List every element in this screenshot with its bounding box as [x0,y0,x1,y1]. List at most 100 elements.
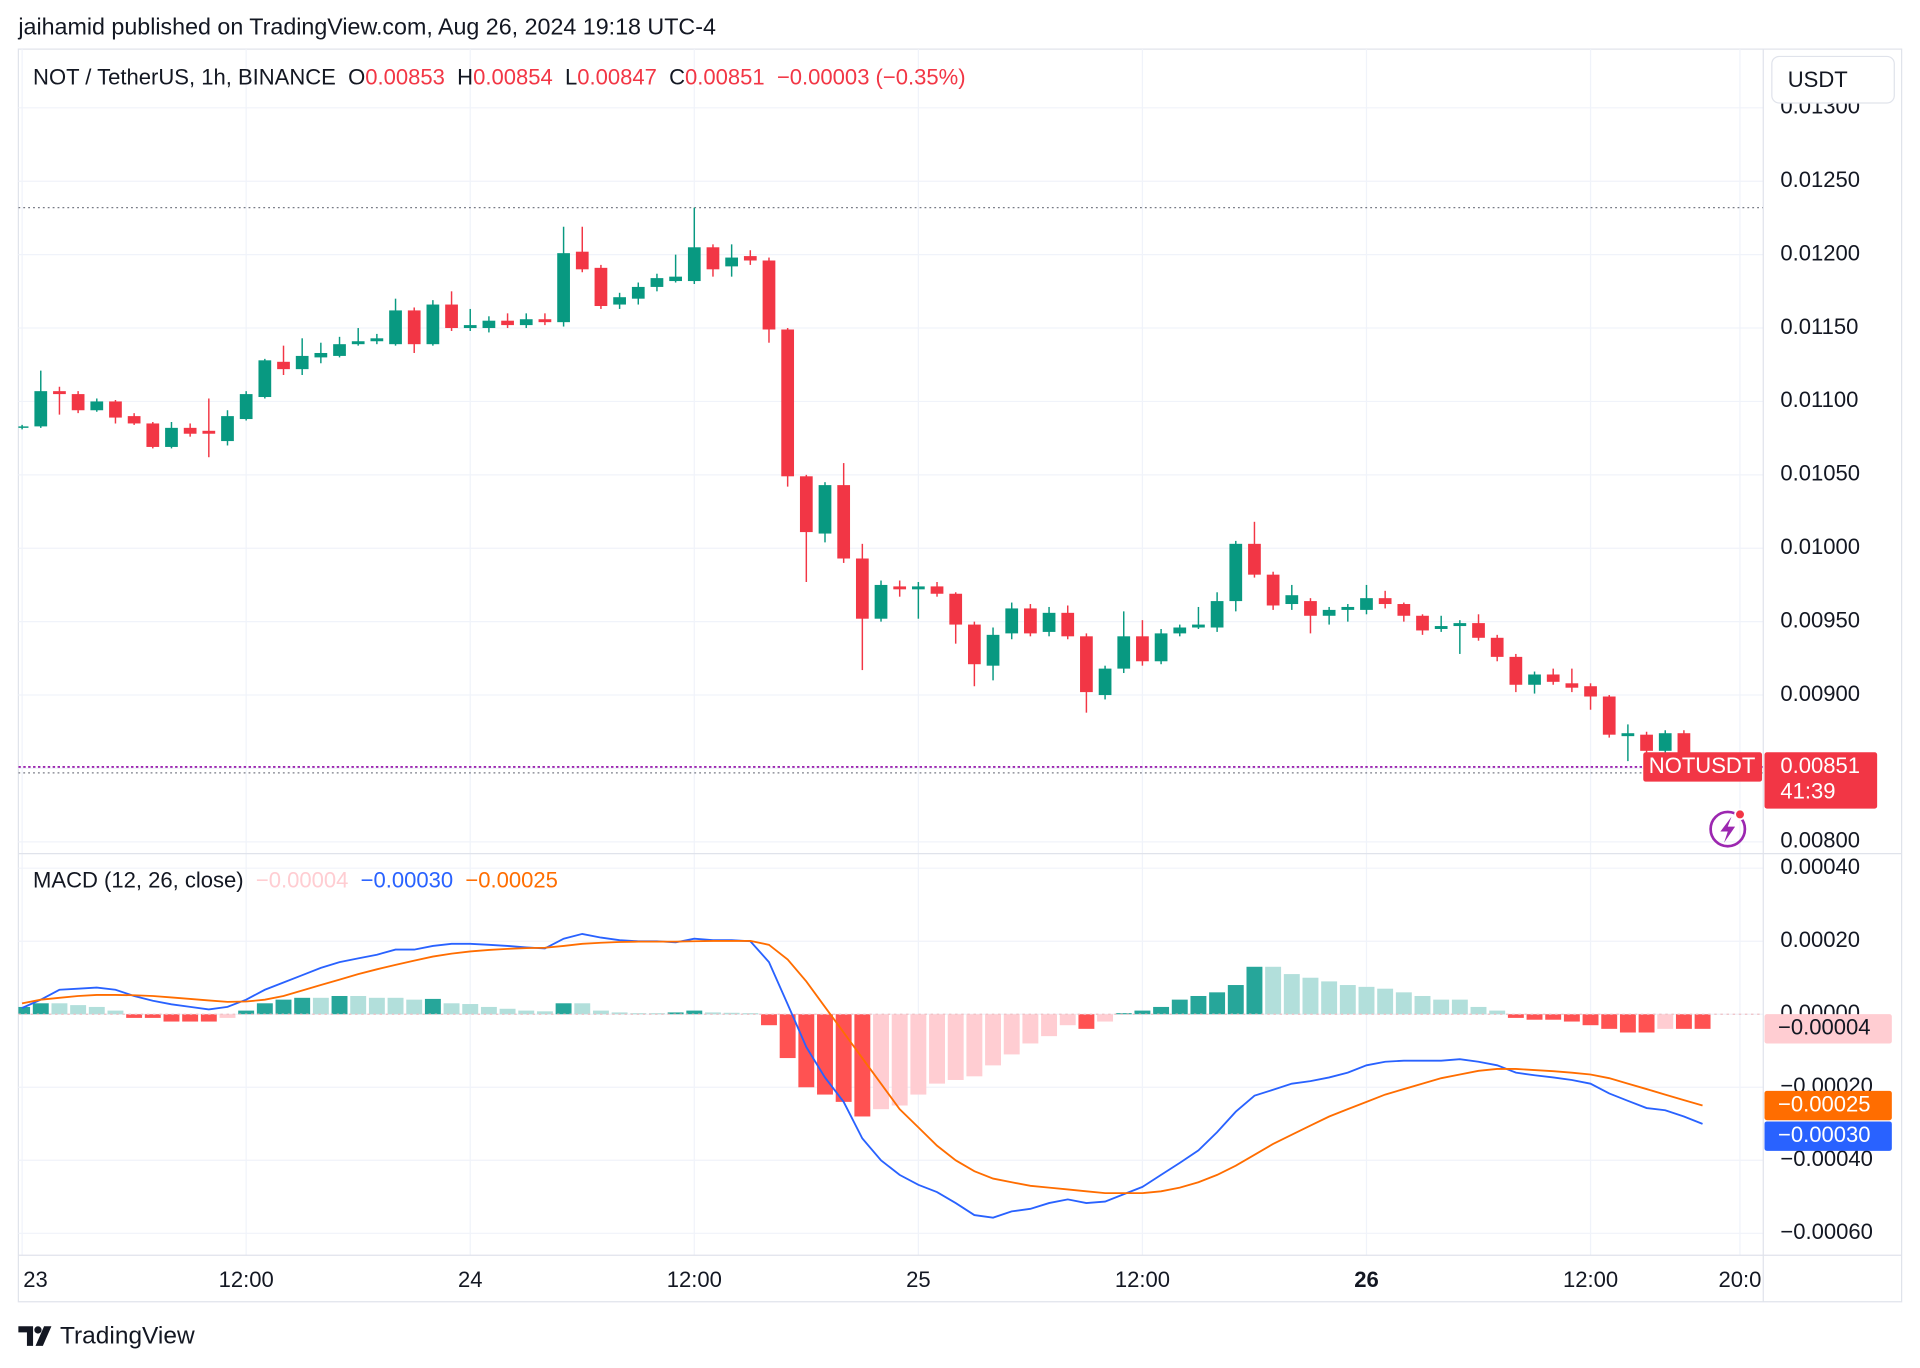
candle-body [1098,668,1112,696]
y-tick-label: 0.01100 [1780,387,1858,412]
candle-body [650,278,664,287]
macd-histogram-bar [1265,966,1282,1015]
close-value: 0.00851 [685,64,765,89]
alert-ring[interactable] [1709,810,1747,848]
macd-histogram-bar [51,1003,68,1015]
candle-body [109,401,122,418]
candle-body [1248,543,1261,575]
signal-line [21,939,1703,1195]
alert-dot [1734,808,1746,821]
macd-hist-badge-label: −0.00004 [1778,1015,1871,1040]
macd-histogram-bar [1470,1006,1487,1015]
candle-body [1322,609,1336,616]
macd-histogram-bar [1022,1014,1039,1044]
macd-histogram-bar [1227,985,1244,1015]
macd-histogram-bar [275,999,292,1015]
currency-button[interactable] [1771,55,1895,104]
macd-legend: MACD (12, 26, close) −0.00004 −0.00030 −0.0… [33,868,558,893]
candle-body [146,423,160,447]
byline: jaihamid published on TradingView.com, A… [17,13,716,39]
macd-histogram-bar [480,1006,497,1015]
candle-body [1304,601,1317,616]
macd-histogram-bar [929,1014,945,1084]
candle-body [1154,633,1168,662]
macd-tick-label: 0.00020 [1780,927,1860,952]
macd-histogram-bar [256,1003,273,1015]
candle-body [1005,608,1019,634]
candle-body [1658,733,1672,751]
candle-body [874,584,888,619]
signal-line-value: −0.00025 [465,868,558,893]
macd-histogram-bar [966,1014,983,1077]
macd-histogram-bar [88,1006,105,1015]
macd-histogram-bar [1209,992,1226,1015]
macd-histogram-bar [667,1012,684,1015]
macd-histogram-bar [70,1005,87,1015]
macd-histogram-bar [761,1014,777,1026]
footer-logo: TradingView [18,1323,195,1350]
alert-icon[interactable] [1709,808,1747,848]
macd-histogram-bar [854,1014,871,1117]
candle-body [706,247,720,270]
macd-histogram-bar [32,1003,49,1015]
candle-body [482,320,496,329]
logo-dot [34,1326,42,1334]
macd-histogram-bar [1489,1010,1506,1015]
macd-histogram-bar [1694,1014,1711,1029]
symbol-title: NOT / TetherUS, 1h, BINANCE [33,64,336,89]
candle-body [519,319,533,326]
macd-histogram-bar [107,1010,124,1015]
macd-histogram-bar [312,997,329,1015]
candle-body [538,319,552,323]
macd-histogram-bar [1134,1010,1151,1015]
candle-body [1546,674,1560,682]
macd-line [21,932,1703,1219]
macd-histogram-bar [1115,1013,1132,1015]
symbol-badge [1643,752,1763,782]
candle-body [1285,595,1299,605]
currency-label[interactable]: USDT [1788,67,1848,92]
macd-histogram-bar [1582,1014,1599,1026]
candle-body [575,251,589,270]
open-value: 0.00853 [365,64,445,89]
high-label: H [457,64,473,89]
macd-histogram-bar [1153,1006,1170,1015]
macd-histogram-bar [350,995,367,1015]
close-label: C [669,64,685,89]
macd-histogram-bar [1414,995,1431,1015]
macd-histogram-bar [1041,1014,1058,1037]
macd-title: MACD (12, 26, close) [33,868,244,893]
y-tick-label: 0.01000 [1780,534,1860,559]
candle-body [1621,733,1635,737]
macd-histogram-bar [798,1014,815,1088]
candle-body [893,586,907,590]
macd-histogram-bar [574,1003,591,1015]
macd-histogram-bar [873,1014,889,1110]
candle-body [1490,637,1504,657]
candle-body [18,426,29,428]
macd-histogram-bar [891,1014,908,1106]
candle-body [407,310,421,345]
candle-body [1136,636,1149,662]
macd-histogram-bar [518,1010,535,1015]
candle-body [370,338,384,342]
macd-histogram-bar [163,1014,180,1022]
alert-bolt[interactable] [1720,816,1736,843]
macd-histogram-bar [1377,988,1394,1015]
candle-body [762,260,776,330]
candle-body [445,304,458,329]
macd-histogram-bar [499,1008,516,1015]
y-tick-label: 0.01250 [1780,167,1860,192]
candle-body [1397,604,1411,616]
candle-body [687,247,701,282]
macd-histogram-bar [1395,992,1412,1015]
macd-histogram-bar [1601,1014,1618,1029]
macd-histogram-bar [424,998,441,1015]
macd-histogram-bar [592,1010,609,1015]
candle-body [426,304,440,345]
macd-histogram-bar [555,1003,572,1015]
candle-body [725,257,739,267]
macd-histogram-bar [126,1014,143,1018]
signal-badge [1764,1090,1892,1121]
